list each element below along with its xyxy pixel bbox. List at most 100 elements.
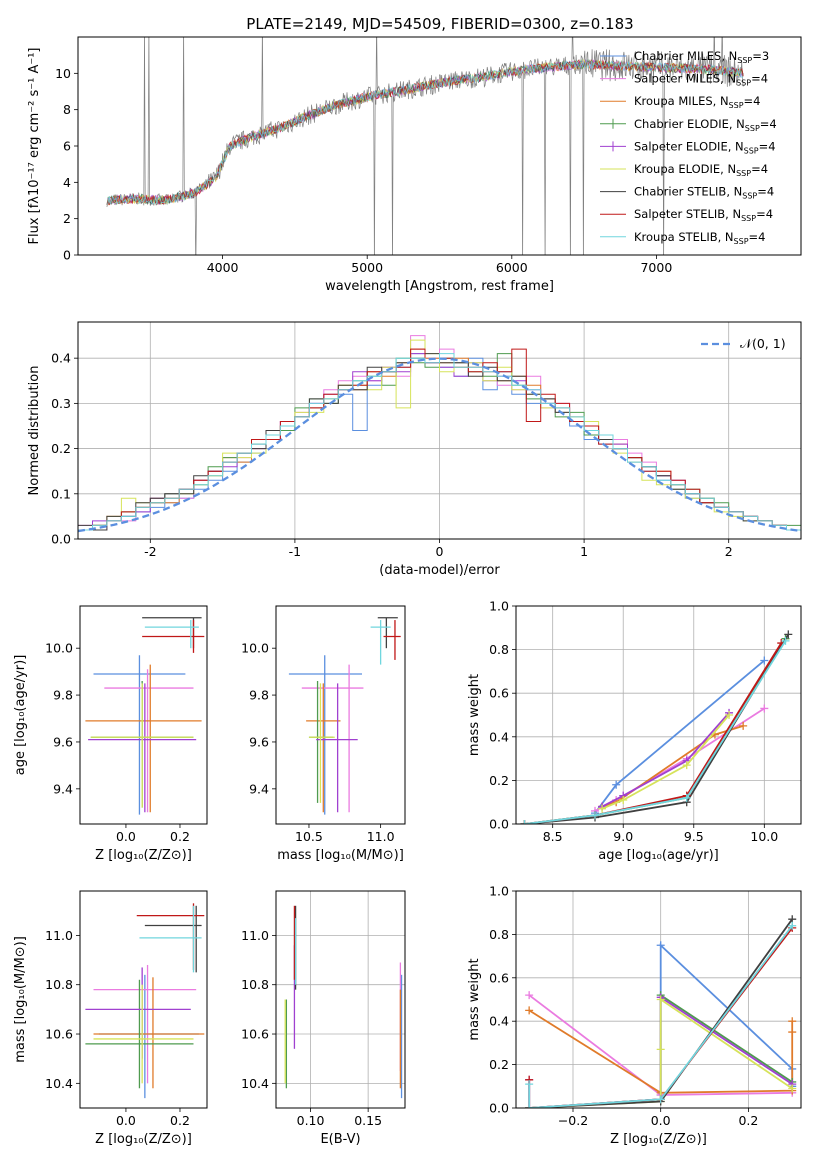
plot-area-age-vs-z	[85, 617, 205, 815]
legend-label: Salpeter ELODIE, NSSP=4	[634, 139, 776, 155]
weight-marker	[525, 1104, 534, 1108]
y-tick-label: 0.0	[489, 1101, 509, 1116]
y-axis-label: mass [log₁₀(M/M⊙)]	[13, 936, 28, 1063]
axes-mass-vs-ebv: 0.10 0.15 10.4 10.6 10.8 11.0 E(B-V)	[241, 890, 406, 1147]
y-tick-label: 10.4	[45, 1076, 73, 1091]
y-tick-label: 11.0	[45, 928, 73, 943]
x-tick-label: 0.15	[354, 1113, 382, 1128]
plot-area-mass-weight-vs-age	[520, 630, 793, 824]
x-axis-label: Z [log₁₀(Z/Z⊙)]	[95, 1132, 192, 1147]
x-axis-label: E(B-V)	[320, 1132, 360, 1147]
x-tick-label: 6000	[496, 260, 528, 275]
x-axis-label: wavelength [Angstrom, rest frame]	[325, 279, 554, 294]
normal-curve	[78, 357, 801, 533]
x-tick-label: 0.2	[170, 1113, 190, 1128]
legend-label: Kroupa MILES, NSSP=4	[634, 94, 760, 110]
x-tick-label: 8.5	[543, 829, 563, 844]
model-spectrum	[106, 58, 744, 206]
y-tick-label: 9.4	[53, 781, 73, 796]
weight-marker	[788, 1017, 797, 1026]
plot-area-age-vs-mass	[288, 617, 401, 815]
weight-marker	[784, 630, 793, 639]
spectrum-legend: Chabrier MILES, NSSP=3 Salpeter MILES, NS…	[600, 49, 777, 246]
weight-marker	[525, 991, 534, 1000]
weight-marker	[781, 636, 790, 645]
x-tick-label: 5000	[351, 260, 383, 275]
y-tick-label: 0.8	[489, 642, 509, 657]
weight-line	[524, 638, 787, 824]
x-axis-label: Z [log₁₀(Z/Z⊙)]	[95, 848, 192, 863]
y-axis-label: mass weight	[467, 958, 482, 1040]
weight-marker	[788, 921, 797, 930]
plot-area-mass-vs-z	[85, 903, 205, 1099]
y-tick-label: 0.4	[489, 1014, 509, 1029]
y-tick-label: 10	[55, 66, 71, 81]
weight-line	[601, 712, 730, 808]
x-tick-label: 4000	[207, 260, 239, 275]
x-tick-label: -1	[289, 544, 301, 559]
y-tick-label: 0	[63, 248, 71, 263]
y-tick-label: 0.2	[51, 441, 71, 456]
axes-age-vs-mass: 10.5 11.0 9.4 9.6 9.8 10.0 mass [log₁₀(M/M⊙)]	[241, 605, 406, 863]
x-axis-label: Z [log₁₀(Z/Z⊙)]	[610, 1132, 707, 1147]
y-axis-label: mass weight	[467, 674, 482, 756]
x-tick-label: 0.0	[116, 1113, 136, 1128]
axes-frame	[275, 890, 406, 1109]
x-tick-label: 0.10	[297, 1113, 325, 1128]
legend-label: Salpeter STELIB, NSSP=4	[634, 207, 773, 223]
weight-marker	[656, 941, 665, 950]
legend-label: 𝒩(0, 1)	[740, 336, 786, 351]
y-tick-label: 6	[63, 139, 71, 154]
weight-line	[524, 640, 787, 824]
y-tick-label: 11.0	[241, 928, 269, 943]
axes-spectrum: 4000 5000 6000 7000 0 2 4 6 8 10 wavelength [Angst…	[27, 36, 802, 294]
y-tick-label: 0.0	[489, 817, 509, 832]
weight-line	[601, 714, 730, 810]
weight-marker	[656, 995, 665, 1004]
axes-frame	[275, 605, 406, 825]
x-tick-label: 0.0	[651, 1113, 671, 1128]
weight-marker	[598, 804, 607, 813]
y-tick-label: 10.6	[241, 1027, 269, 1042]
weight-marker	[739, 721, 748, 730]
legend-label: Salpeter MILES, NSSP=4	[634, 72, 768, 88]
axes-frame	[77, 36, 802, 256]
y-tick-label: 0.3	[51, 396, 71, 411]
weight-marker	[682, 793, 691, 802]
weight-marker	[520, 820, 529, 824]
y-tick-label: 0.1	[51, 486, 71, 501]
x-tick-label: 0.2	[170, 829, 190, 844]
plot-area-mass-vs-ebv	[284, 905, 403, 1099]
x-tick-label: −0.2	[558, 1113, 588, 1128]
y-tick-label: 1.0	[489, 599, 509, 614]
x-axis-label: mass [log₁₀(M/M⊙)]	[277, 848, 404, 863]
axes-mass-vs-z: 0.0 0.2 10.4 10.6 10.8 11.0 Z [log₁₀(Z/Z⊙)] mas…	[13, 890, 208, 1147]
weight-marker	[612, 780, 621, 789]
weight-marker	[760, 656, 769, 665]
y-tick-label: 0.0	[51, 532, 71, 547]
y-tick-label: 4	[63, 175, 71, 190]
weight-marker	[682, 761, 691, 770]
x-axis-label: age [log₁₀(age/yr)]	[598, 848, 719, 863]
y-tick-label: 0.6	[489, 686, 509, 701]
histogram-series	[78, 353, 801, 531]
legend-label: Kroupa STELIB, NSSP=4	[634, 230, 765, 246]
weight-marker	[725, 711, 734, 719]
y-tick-label: 0.8	[489, 927, 509, 942]
y-axis-label: Normed distribution	[27, 366, 42, 496]
x-tick-label: 7000	[640, 260, 672, 275]
figure-title: PLATE=2149, MJD=54509, FIBERID=0300, z=0…	[246, 15, 633, 33]
x-tick-label: 0.0	[116, 829, 136, 844]
weight-marker	[619, 796, 628, 805]
x-tick-label: 0.2	[738, 1113, 758, 1128]
x-tick-label: 1	[580, 544, 588, 559]
x-tick-label: 9.0	[613, 829, 633, 844]
weight-marker	[788, 1084, 797, 1093]
weight-line	[524, 633, 790, 824]
legend-label: Chabrier MILES, NSSP=3	[634, 49, 769, 65]
x-tick-label: 2	[725, 544, 733, 559]
weight-line	[528, 925, 793, 1108]
y-tick-label: 10.0	[45, 641, 73, 656]
weight-marker	[525, 1006, 534, 1015]
x-tick-label: 11.0	[367, 829, 395, 844]
